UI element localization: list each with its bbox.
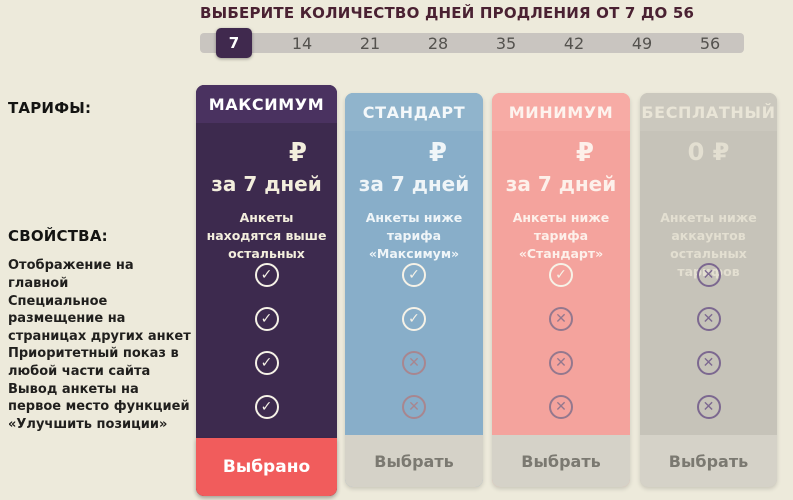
day-option-49[interactable]: 49 bbox=[631, 33, 653, 53]
selected-day-badge: 7 bbox=[216, 28, 252, 58]
tariff-feature-icons: ✓ ✕ ✕ ✕ bbox=[492, 253, 630, 429]
tariff-card-title: МАКСИМУМ bbox=[196, 85, 337, 123]
feature-label-main-page: Отображение на главной bbox=[8, 258, 134, 291]
tariff-card-maximum: МАКСИМУМ ₽ за 7 дней Анкеты находятся вы… bbox=[196, 85, 337, 496]
cross-icon: ✕ bbox=[549, 351, 573, 375]
tariff-price: ₽ bbox=[288, 138, 307, 168]
feature-label-special-placement: Специальное размещение на страницах друг… bbox=[8, 293, 191, 344]
check-icon: ✓ bbox=[254, 351, 279, 375]
tariff-price: 0 ₽ bbox=[687, 138, 730, 166]
tariff-feature-icons: ✓ ✓ ✕ ✕ bbox=[345, 253, 483, 429]
tariff-period: за 7 дней bbox=[211, 172, 322, 196]
tariff-price: ₽ bbox=[575, 138, 594, 168]
tariff-feature-icons: ✓ ✓ ✓ ✓ bbox=[196, 253, 337, 429]
cross-icon: ✕ bbox=[696, 307, 721, 331]
cross-icon: ✕ bbox=[696, 395, 721, 419]
properties-label: СВОЙСТВА: bbox=[8, 227, 108, 245]
tariff-period: за 7 дней bbox=[505, 172, 617, 196]
day-option-28[interactable]: 28 bbox=[427, 33, 449, 53]
tariff-card-title: БЕСПЛАТНЫЙ bbox=[640, 93, 777, 131]
tariff-description: Анкеты ниже тарифа «Максимум» bbox=[365, 210, 463, 262]
selected-button-maximum[interactable]: Выбрано bbox=[196, 438, 337, 496]
day-option-56[interactable]: 56 bbox=[699, 33, 721, 53]
tariff-card-free: БЕСПЛАТНЫЙ 0 ₽ Анкеты ниже аккаунтов ост… bbox=[640, 93, 777, 487]
cross-icon: ✕ bbox=[696, 351, 721, 375]
select-button-free[interactable]: Выбрать bbox=[640, 435, 777, 487]
cross-icon: ✕ bbox=[402, 351, 426, 375]
check-icon: ✓ bbox=[254, 307, 279, 331]
tariff-card-minimum: МИНИМУМ ₽ за 7 дней Анкеты ниже тарифа «… bbox=[492, 93, 630, 487]
day-option-21[interactable]: 21 bbox=[359, 33, 381, 53]
day-option-7[interactable]: 7 bbox=[200, 28, 268, 58]
tariff-card-standard: СТАНДАРТ ₽ за 7 дней Анкеты ниже тарифа … bbox=[345, 93, 483, 487]
tariff-card-title: МИНИМУМ bbox=[492, 93, 630, 131]
cross-icon: ✕ bbox=[696, 263, 721, 287]
tariff-description: Анкеты ниже тарифа «Стандарт» bbox=[512, 210, 610, 262]
day-selector: 7 14 21 28 35 42 49 56 bbox=[200, 28, 744, 58]
day-option-42[interactable]: 42 bbox=[563, 33, 585, 53]
tariff-feature-icons: ✕ ✕ ✕ ✕ bbox=[640, 253, 777, 429]
check-icon: ✓ bbox=[254, 263, 279, 287]
tariff-description: Анкеты находятся выше остальных bbox=[206, 210, 327, 262]
check-icon: ✓ bbox=[549, 263, 573, 287]
feature-labels: Отображение на главной Специальное разме… bbox=[8, 253, 194, 432]
cross-icon: ✕ bbox=[549, 307, 573, 331]
feature-label-priority-display: Приоритетный показ в любой части сайта bbox=[8, 346, 179, 379]
day-option-35[interactable]: 35 bbox=[495, 33, 517, 53]
select-button-standard[interactable]: Выбрать bbox=[345, 435, 483, 487]
cross-icon: ✕ bbox=[549, 395, 573, 419]
cross-icon: ✕ bbox=[402, 395, 426, 419]
page-title: ВЫБЕРИТЕ КОЛИЧЕСТВО ДНЕЙ ПРОДЛЕНИЯ ОТ 7 … bbox=[200, 4, 695, 22]
select-button-minimum[interactable]: Выбрать bbox=[492, 435, 630, 487]
check-icon: ✓ bbox=[402, 263, 426, 287]
tariffs-label: ТАРИФЫ: bbox=[8, 99, 92, 117]
tariff-period: за 7 дней bbox=[358, 172, 470, 196]
feature-label-first-position: Вывод анкеты на первое место функцией «У… bbox=[8, 381, 190, 432]
tariff-card-title: СТАНДАРТ bbox=[345, 93, 483, 131]
day-option-14[interactable]: 14 bbox=[291, 33, 313, 53]
check-icon: ✓ bbox=[402, 307, 426, 331]
tariff-price: ₽ bbox=[428, 138, 447, 168]
check-icon: ✓ bbox=[254, 395, 279, 419]
